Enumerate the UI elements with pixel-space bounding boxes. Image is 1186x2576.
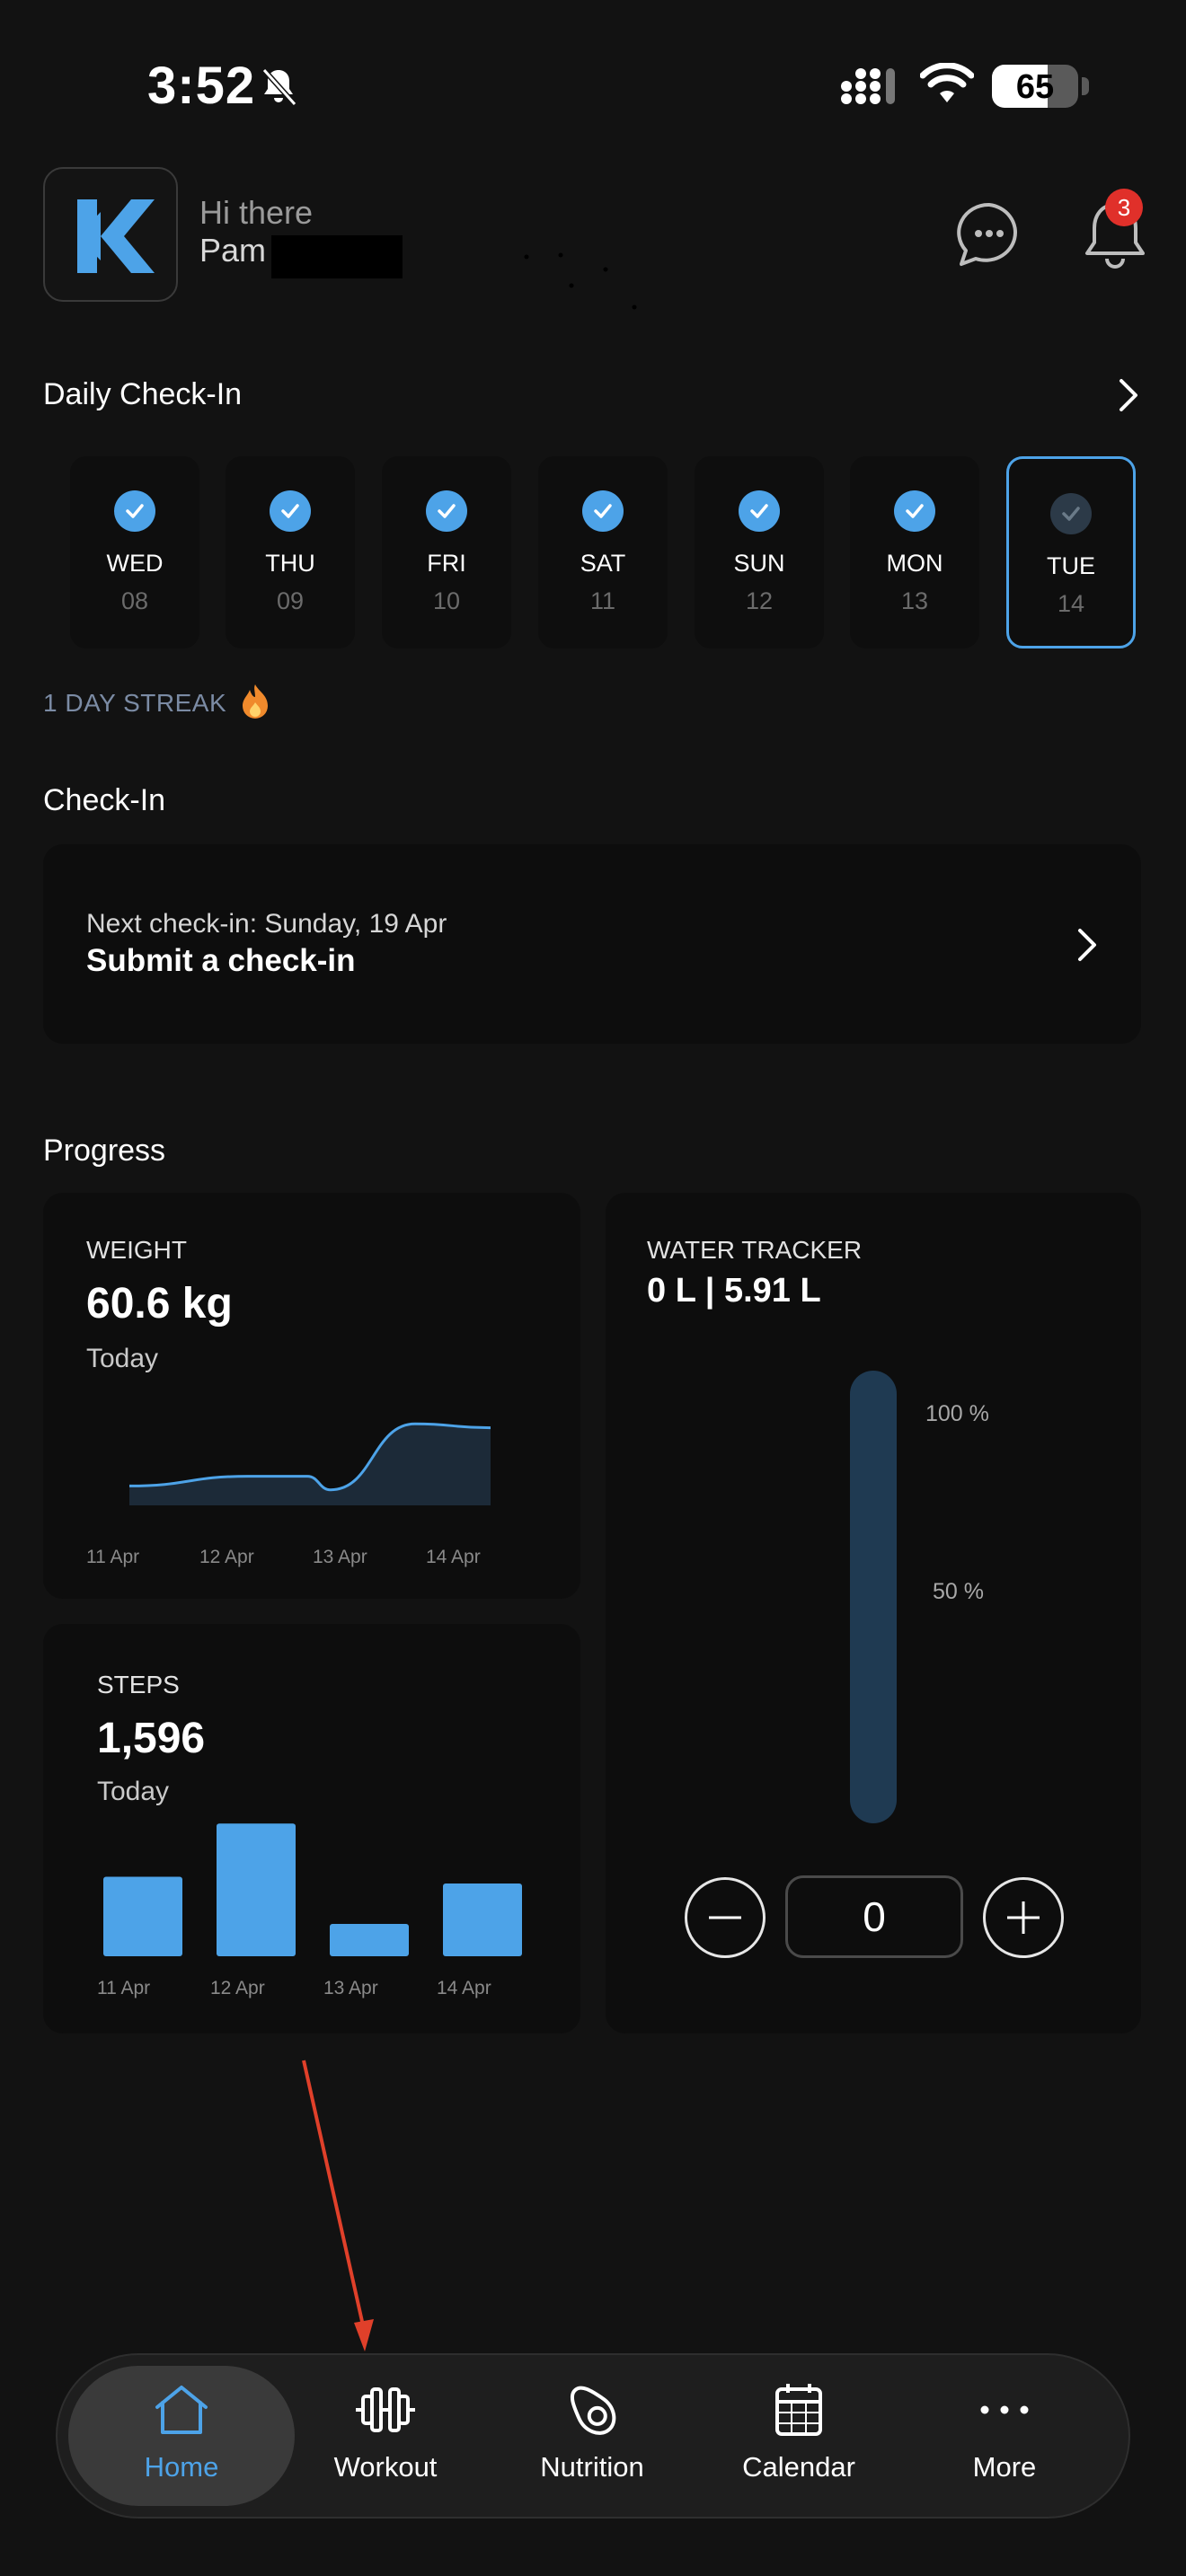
day-card[interactable]: SAT 11	[538, 456, 668, 648]
day-number: 13	[900, 587, 929, 614]
minus-icon	[709, 1916, 741, 1919]
day-number: 10	[432, 587, 461, 614]
day-name: SAT	[580, 550, 626, 577]
next-checkin-text: Next check-in: Sunday, 19 Apr	[86, 909, 447, 939]
day-number: 08	[120, 587, 149, 614]
water-value: 0 L | 5.91 L	[647, 1272, 821, 1310]
steps-tick: 14 Apr	[437, 1978, 491, 1998]
nav-home[interactable]: Home	[78, 2382, 285, 2483]
weight-label: WEIGHT	[86, 1236, 187, 1264]
checkin-title: Check-In	[43, 783, 166, 817]
steps-card[interactable]	[43, 1624, 580, 2033]
steps-bar	[103, 1876, 182, 1956]
fire-icon	[243, 684, 269, 719]
day-card[interactable]: THU 09	[226, 456, 355, 648]
day-card[interactable]: TUE 14	[1006, 456, 1136, 648]
steps-tick: 13 Apr	[323, 1978, 378, 1998]
steps-bar	[443, 1883, 522, 1956]
weight-area	[129, 1424, 491, 1505]
bell-off-icon	[261, 67, 297, 107]
status-time: 3:52	[147, 57, 256, 115]
check-icon	[739, 490, 780, 532]
water-level-tube	[850, 1371, 897, 1823]
weight-sub: Today	[86, 1344, 159, 1373]
nav-nutrition[interactable]: Nutrition	[489, 2382, 695, 2483]
day-card[interactable]: MON 13	[850, 456, 979, 648]
weight-tick: 13 Apr	[313, 1547, 367, 1567]
day-card[interactable]: SUN 12	[695, 456, 824, 648]
steps-tick: 12 Apr	[210, 1978, 265, 1998]
water-50-label: 50 %	[933, 1579, 984, 1604]
weight-tick: 11 Apr	[86, 1547, 140, 1567]
day-name: TUE	[1047, 552, 1095, 579]
steps-bar	[217, 1823, 296, 1956]
day-number: 09	[276, 587, 305, 614]
avocado-icon	[570, 2386, 616, 2435]
chat-icon[interactable]	[954, 199, 1024, 269]
chevron-right-icon[interactable]	[1069, 925, 1105, 965]
steps-tick: 11 Apr	[97, 1978, 151, 1998]
check-icon	[114, 490, 155, 532]
chevron-right-icon[interactable]	[1111, 375, 1146, 415]
steps-bar	[330, 1924, 409, 1956]
day-name: MON	[886, 550, 943, 577]
calendar-icon	[775, 2384, 822, 2436]
progress-title: Progress	[43, 1134, 166, 1168]
day-name: FRI	[427, 550, 466, 577]
day-number: 11	[589, 587, 616, 614]
check-icon	[426, 490, 467, 532]
wifi-icon	[920, 63, 974, 102]
check-icon	[894, 490, 935, 532]
weight-value: 60.6 kg	[86, 1280, 233, 1328]
battery-icon: 65	[992, 65, 1078, 108]
weight-tick: 12 Apr	[199, 1547, 254, 1567]
check-icon	[1050, 493, 1092, 534]
water-amount-input[interactable]: 0	[785, 1875, 963, 1958]
water-label: WATER TRACKER	[647, 1236, 863, 1264]
day-card[interactable]: FRI 10	[382, 456, 511, 648]
submit-checkin-card[interactable]	[43, 844, 1141, 1044]
nav-workout[interactable]: Workout	[282, 2382, 489, 2483]
day-number: 12	[745, 587, 774, 614]
home-icon	[155, 2386, 208, 2434]
check-icon	[270, 490, 311, 532]
daily-checkin-title: Daily Check-In	[43, 377, 243, 411]
weight-line	[128, 1422, 491, 1492]
day-name: THU	[265, 550, 315, 577]
steps-chart	[103, 1823, 522, 1956]
steps-value: 1,596	[97, 1715, 206, 1762]
water-100-label: 100 %	[925, 1401, 989, 1426]
notification-badge: 3	[1105, 189, 1143, 226]
dumbbell-icon	[356, 2387, 415, 2432]
nav-more[interactable]: More	[901, 2382, 1108, 2483]
greeting-text: Hi there	[199, 194, 314, 231]
day-name: SUN	[733, 550, 785, 577]
steps-label: STEPS	[97, 1671, 180, 1698]
redacted-surname	[271, 235, 403, 278]
annotation-arrow	[302, 2060, 374, 2351]
day-number: 14	[1057, 590, 1085, 617]
water-increase-button[interactable]	[983, 1877, 1064, 1958]
decorative-dots	[524, 252, 637, 310]
k-logo-icon	[77, 199, 155, 273]
weight-tick: 14 Apr	[426, 1547, 481, 1567]
app-logo[interactable]	[43, 167, 178, 302]
signal-icon	[841, 68, 895, 104]
more-icon	[980, 2405, 1029, 2414]
weight-chart	[128, 1422, 491, 1505]
battery-tip	[1082, 77, 1089, 95]
plus-icon	[1007, 1901, 1040, 1934]
day-name: WED	[106, 550, 164, 577]
steps-sub: Today	[97, 1777, 170, 1806]
water-decrease-button[interactable]	[685, 1877, 766, 1958]
streak-label: 1 DAY STREAK	[43, 683, 271, 719]
nav-calendar[interactable]: Calendar	[695, 2382, 902, 2483]
user-name: Pam	[199, 232, 267, 269]
day-card[interactable]: WED 08	[70, 456, 199, 648]
weight-card[interactable]	[43, 1193, 580, 1599]
check-icon	[582, 490, 624, 532]
submit-checkin-label: Submit a check-in	[86, 943, 356, 978]
